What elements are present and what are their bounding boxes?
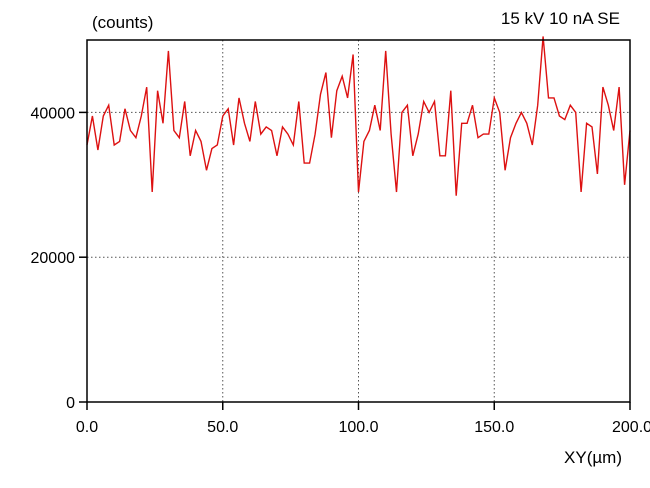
x-tick-label: 0.0 <box>76 419 98 436</box>
y-tick-label: 40000 <box>31 105 76 122</box>
series-line <box>86 36 631 196</box>
axis-ticks <box>79 111 631 410</box>
tick-labels: 0.0 50.0 100.0 150.0 200.0 0 20000 40000 <box>31 105 650 436</box>
x-tick-label: 100.0 <box>338 419 378 436</box>
x-tick-label: 50.0 <box>207 419 238 436</box>
x-tick-label: 150.0 <box>474 419 514 436</box>
y-tick-label: 0 <box>66 395 75 412</box>
series-group <box>86 36 631 196</box>
conditions-annotation: 15 kV 10 nA SE <box>501 9 620 28</box>
y-axis-label: (counts) <box>92 13 153 32</box>
x-axis-label: XY(µm) <box>564 448 622 467</box>
y-tick-label: 20000 <box>31 250 76 267</box>
x-tick-label: 200.0 <box>612 419 650 436</box>
